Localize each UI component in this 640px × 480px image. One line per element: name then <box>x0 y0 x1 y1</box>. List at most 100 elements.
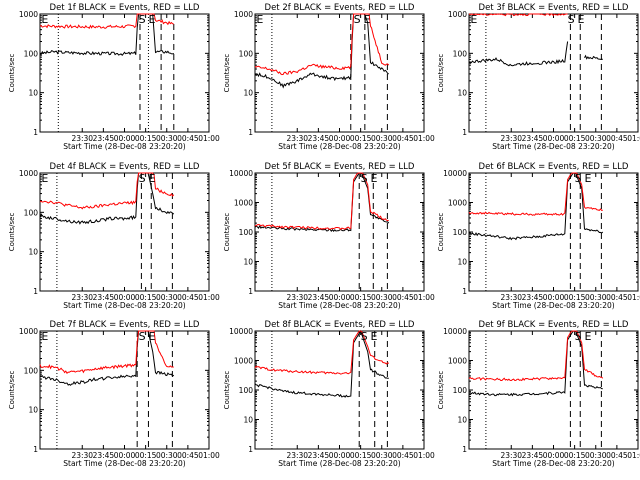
y-tick-label: 1 <box>462 445 467 454</box>
x-tick-label: 23:45 <box>308 293 330 302</box>
y-axis-label: Counts/sec <box>223 213 231 252</box>
y-tick-label: 100 <box>239 228 254 237</box>
x-tick-label: 00:00 <box>543 134 565 143</box>
x-tick-label: 00:15 <box>135 451 157 460</box>
y-axis-label: Counts/sec <box>437 371 445 410</box>
y-tick-label: 1000 <box>234 199 253 208</box>
x-tick-label: 00:30 <box>371 293 393 302</box>
series-line-red <box>254 13 390 76</box>
x-tick-label: 23:30 <box>286 451 308 460</box>
x-axis-label: Start Time (28-Dec-08 23:20:20) <box>278 301 400 310</box>
y-tick-label: 1 <box>462 128 467 137</box>
x-tick-label: 23:30 <box>71 451 93 460</box>
x-tick-label: 00:00 <box>329 293 351 302</box>
chart-panel-3: Det 3f BLACK = Events, RED = LLD 1 10 100 10… <box>437 3 640 151</box>
plot-frame <box>254 172 425 292</box>
series-line-red <box>468 172 603 216</box>
event-marker-label: S <box>139 330 146 343</box>
x-tick-label: 23:30 <box>500 293 522 302</box>
y-tick-label: 10000 <box>443 327 467 336</box>
x-tick-label: 23:45 <box>522 451 544 460</box>
x-tick-label: 23:30 <box>286 134 308 143</box>
y-tick-label: 100 <box>453 386 468 395</box>
y-tick-label: 1000 <box>448 199 467 208</box>
x-axis-label: Start Time (28-Dec-08 23:20:20) <box>278 459 400 468</box>
series-line-red <box>254 172 389 231</box>
y-tick-label: 100 <box>24 366 39 375</box>
y-tick-label: 1000 <box>448 357 467 366</box>
y-axis-label: Counts/sec <box>223 54 231 93</box>
y-tick-label: 1 <box>248 128 253 137</box>
x-tick-label: 00:00 <box>114 293 136 302</box>
y-tick-label: 1 <box>248 445 253 454</box>
event-marker-label: S <box>575 330 582 343</box>
y-tick-label: 1 <box>248 287 253 296</box>
x-tick-label: 01:00 <box>413 293 435 302</box>
x-tick-label: 23:30 <box>286 293 308 302</box>
y-tick-label: 10000 <box>229 327 253 336</box>
chart-title: Det 2f BLACK = Events, RED = LLD <box>265 3 415 13</box>
series-line-black <box>39 172 175 225</box>
chart-title: Det 3f BLACK = Events, RED = LLD <box>479 3 629 13</box>
series-line-red <box>254 330 390 375</box>
y-axis-label: Counts/sec <box>8 213 16 252</box>
event-marker-label: E <box>584 172 591 185</box>
x-tick-label: 00:00 <box>543 451 565 460</box>
event-marker-label: E <box>148 330 155 343</box>
plot-frame <box>468 13 639 133</box>
y-tick-label: 10 <box>28 248 38 257</box>
x-tick-label: 00:45 <box>606 451 628 460</box>
x-tick-label: 23:30 <box>500 451 522 460</box>
y-tick-label: 10 <box>28 89 38 98</box>
x-tick-label: 00:30 <box>156 293 178 302</box>
x-tick-label: 00:00 <box>114 134 136 143</box>
event-marker-label: S <box>361 172 368 185</box>
x-tick-label: 23:30 <box>71 134 93 143</box>
y-axis-label: Counts/sec <box>8 54 16 93</box>
x-axis-label: Start Time (28-Dec-08 23:20:20) <box>63 459 185 468</box>
event-marker-label: S <box>139 172 146 185</box>
plot-frame <box>468 330 639 450</box>
y-tick-label: 10 <box>243 258 253 267</box>
plot-frame <box>39 330 210 450</box>
y-tick-label: 1000 <box>19 327 38 336</box>
series-line-black <box>468 330 603 397</box>
chart-title: Det 9f BLACK = Events, RED = LLD <box>479 320 629 330</box>
x-tick-label: 00:30 <box>156 451 178 460</box>
chart-panel-1: Det 1f BLACK = Events, RED = LLD 1 10 100 10… <box>8 3 220 151</box>
x-tick-label: 01:00 <box>627 293 640 302</box>
series-line-red <box>39 172 175 210</box>
y-tick-label: 100 <box>24 208 39 217</box>
x-tick-label: 01:00 <box>198 451 220 460</box>
series-line-black <box>254 13 389 89</box>
x-axis-label: Start Time (28-Dec-08 23:20:20) <box>63 142 185 151</box>
x-tick-label: 23:30 <box>500 134 522 143</box>
series-line-black <box>254 172 390 233</box>
y-tick-label: 10000 <box>229 169 253 178</box>
x-axis-label: Start Time (28-Dec-08 23:20:20) <box>63 301 185 310</box>
x-tick-label: 01:00 <box>627 451 640 460</box>
event-marker-label: S <box>354 13 361 26</box>
chart-panel-6: Det 6f BLACK = Events, RED = LLD 1 10 100 10… <box>437 162 640 310</box>
x-axis-label: Start Time (28-Dec-08 23:20:20) <box>492 301 614 310</box>
x-tick-label: 00:45 <box>392 451 414 460</box>
y-tick-label: 10 <box>243 416 253 425</box>
chart-panel-5: Det 5f BLACK = Events, RED = LLD 1 10 100 10… <box>223 162 435 310</box>
x-axis-label: Start Time (28-Dec-08 23:20:20) <box>492 142 614 151</box>
x-tick-label: 00:30 <box>156 134 178 143</box>
x-tick-label: 00:15 <box>135 293 157 302</box>
y-tick-label: 1000 <box>19 169 38 178</box>
x-tick-label: 23:45 <box>308 451 330 460</box>
x-tick-label: 01:00 <box>198 293 220 302</box>
y-tick-label: 10 <box>457 416 467 425</box>
x-tick-label: 01:00 <box>413 451 435 460</box>
x-tick-label: 00:15 <box>350 451 372 460</box>
event-marker-label: S <box>568 13 575 26</box>
y-axis-label: Counts/sec <box>437 54 445 93</box>
y-tick-label: 1 <box>33 287 38 296</box>
x-tick-label: 00:30 <box>585 134 607 143</box>
series-line-black <box>39 330 175 386</box>
x-tick-label: 00:15 <box>350 134 372 143</box>
y-tick-label: 1 <box>462 287 467 296</box>
